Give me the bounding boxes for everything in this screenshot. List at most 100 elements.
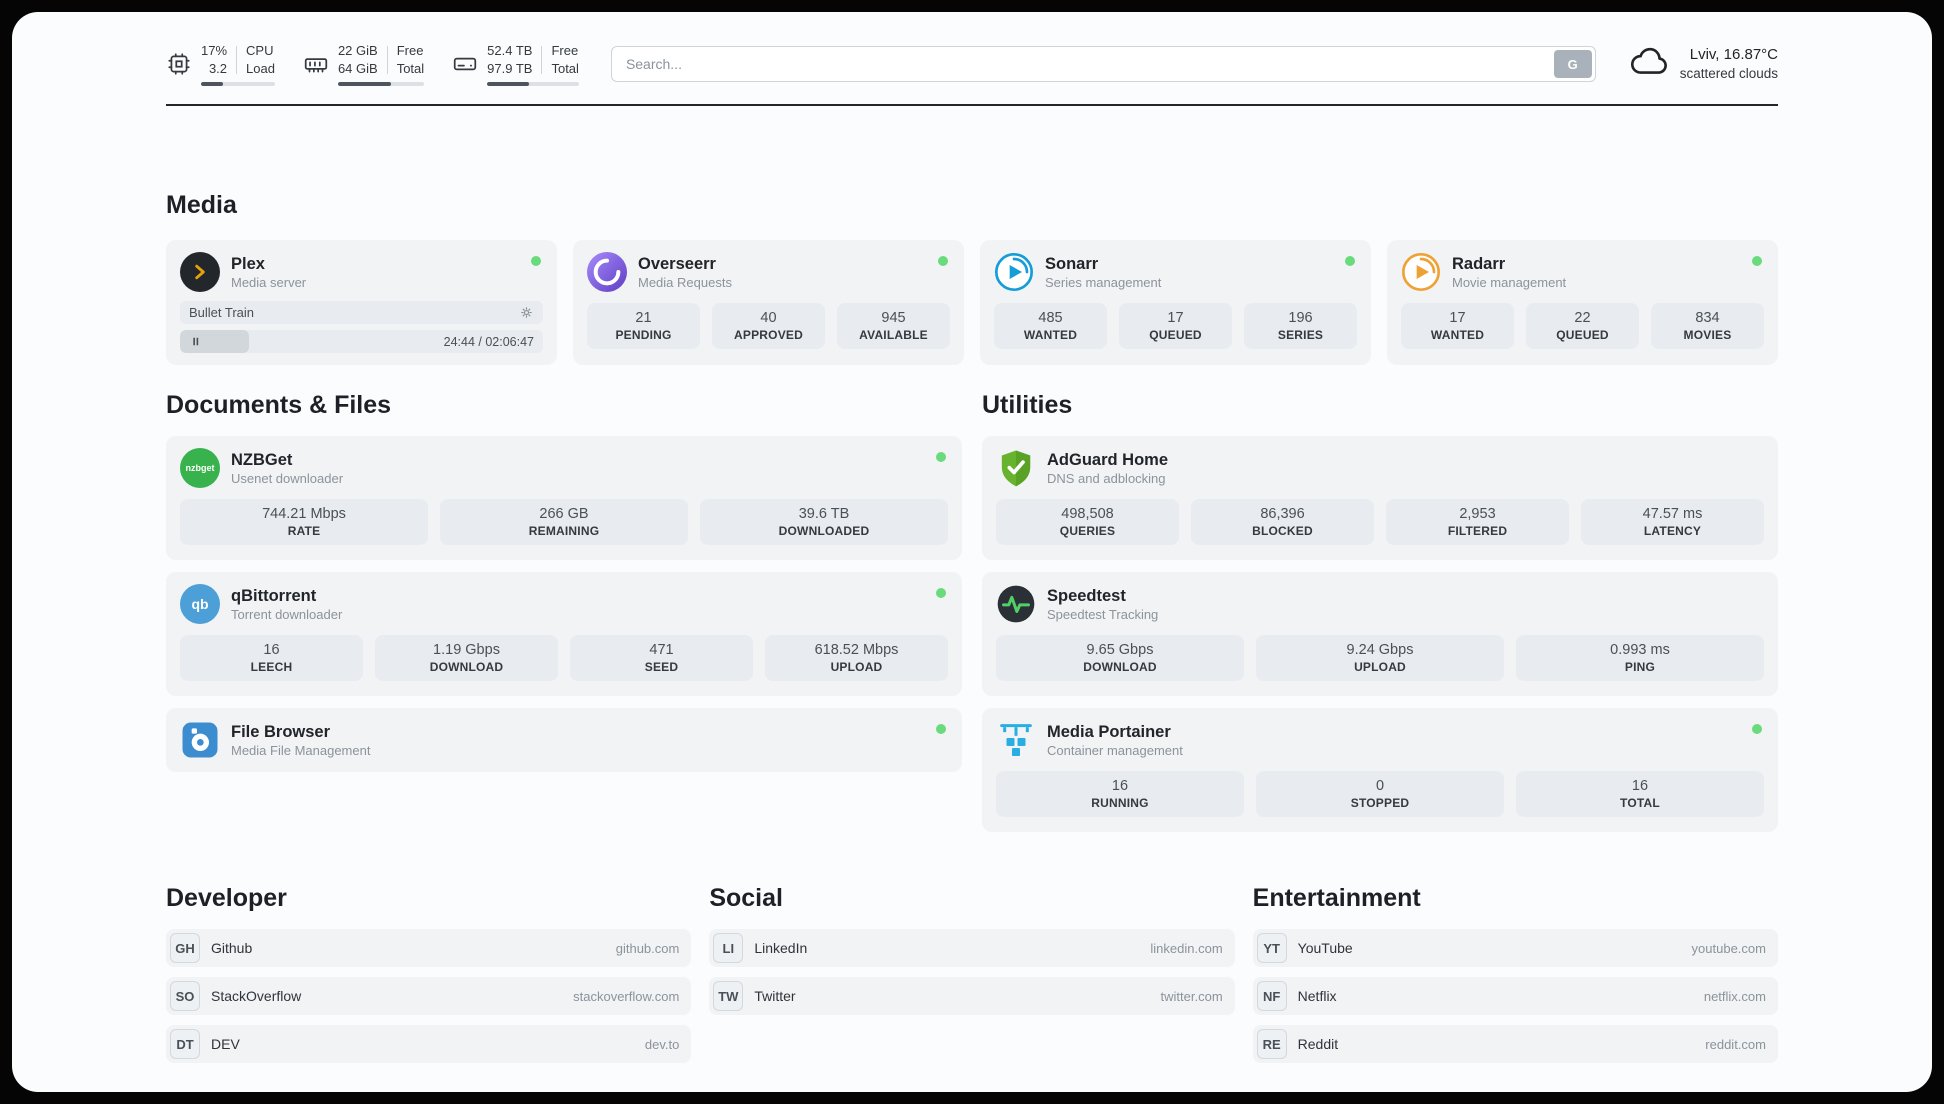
- app-subtitle: Container management: [1047, 743, 1183, 759]
- stat-queries: 498,508 QUERIES: [996, 499, 1179, 545]
- status-online-dot: [936, 452, 946, 462]
- app-card-plex[interactable]: Plex Media server Bullet Train 24:44 / 0…: [166, 240, 557, 365]
- disk-free-label: Free: [551, 43, 579, 59]
- stat-filtered: 2,953 FILTERED: [1386, 499, 1569, 545]
- app-name: qBittorrent: [231, 586, 317, 605]
- cpu-stats: 17% 3.2 CPU Load: [201, 42, 275, 86]
- now-playing-title: Bullet Train: [189, 305, 255, 320]
- bookmark-name: YouTube: [1297, 940, 1353, 956]
- cpu-progress-bar: [201, 81, 275, 86]
- bookmarks-entertainment: Entertainment YT YouTube youtube.com NF …: [1252, 884, 1778, 1063]
- stat-pending: 21 PENDING: [587, 303, 700, 349]
- app-card-filebrowser[interactable]: File Browser Media File Management: [166, 708, 962, 772]
- settings-gear-icon[interactable]: [519, 305, 534, 320]
- section-title-social: Social: [709, 884, 783, 912]
- search-engine-button[interactable]: G: [1553, 50, 1592, 78]
- app-header: Radarr Movie management: [1401, 252, 1764, 292]
- app-card-portainer[interactable]: Media Portainer Container management 16 …: [982, 708, 1778, 832]
- bookmark-linkedin[interactable]: LI LinkedIn linkedin.com: [709, 929, 1235, 967]
- stats-row: 9.65 Gbps DOWNLOAD 9.24 Gbps UPLOAD 0.99…: [996, 635, 1764, 681]
- stat-latency: 47.57 ms LATENCY: [1581, 499, 1764, 545]
- stat-downloaded: 39.6 TB DOWNLOADED: [700, 499, 948, 545]
- stat-available: 945 AVAILABLE: [837, 303, 950, 349]
- app-header: Media Portainer Container management: [996, 720, 1764, 760]
- search-input[interactable]: [610, 46, 1596, 82]
- plex-icon: [180, 252, 220, 292]
- playback-progress-bar[interactable]: 24:44 / 02:06:47: [180, 330, 543, 353]
- app-name: Media Portainer: [1047, 722, 1171, 741]
- app-header: qb qBittorrent Torrent downloader: [180, 584, 948, 624]
- app-card-overseerr[interactable]: Overseerr Media Requests 21 PENDING 40 A…: [573, 240, 964, 365]
- linkedin-icon: LI: [713, 933, 744, 963]
- now-playing-bar: Bullet Train: [180, 301, 543, 324]
- bookmark-github[interactable]: GH Github github.com: [166, 929, 692, 967]
- app-subtitle: Usenet downloader: [231, 471, 344, 487]
- bookmarks-social: Social LI LinkedIn linkedin.com TW Twitt…: [709, 884, 1235, 1015]
- stat-download: 1.19 Gbps DOWNLOAD: [375, 635, 558, 681]
- app-name: File Browser: [231, 722, 331, 741]
- dashboard: 17% 3.2 CPU Load: [12, 12, 1932, 1092]
- bookmark-twitter[interactable]: TW Twitter twitter.com: [709, 977, 1235, 1015]
- adguard-shield-icon: [996, 448, 1036, 488]
- app-card-nzbget[interactable]: nzbget NZBGet Usenet downloader 744.21 M…: [166, 436, 962, 560]
- middle-columns: Documents & Files nzbget NZBGet Usenet d…: [166, 391, 1778, 832]
- bookmark-dev[interactable]: DT DEV dev.to: [166, 1025, 692, 1063]
- status-online-dot: [936, 724, 946, 734]
- bookmark-netflix[interactable]: NF Netflix netflix.com: [1252, 977, 1778, 1015]
- ram-total-label: Total: [396, 61, 425, 76]
- app-header: Plex Media server: [180, 252, 543, 292]
- bookmark-youtube[interactable]: YT YouTube youtube.com: [1252, 929, 1778, 967]
- bookmark-reddit[interactable]: RE Reddit reddit.com: [1252, 1025, 1778, 1063]
- media-section: Plex Media server Bullet Train 24:44 / 0…: [166, 240, 1778, 365]
- app-name: Plex: [231, 254, 265, 273]
- speedtest-icon: [996, 584, 1036, 624]
- stat-remaining: 266 GB REMAINING: [440, 499, 688, 545]
- playback-time: 24:44 / 02:06:47: [443, 334, 534, 349]
- hard-drive-icon: [452, 51, 478, 77]
- cpu-progress-fill: [201, 81, 224, 86]
- app-name: NZBGet: [231, 450, 293, 469]
- bookmark-name: Twitter: [754, 988, 796, 1004]
- pause-icon[interactable]: [189, 335, 202, 348]
- app-card-speedtest[interactable]: Speedtest Speedtest Tracking 9.65 Gbps D…: [982, 572, 1778, 696]
- bookmarks-developer: Developer GH Github github.com SO StackO…: [166, 884, 692, 1063]
- playback-progress-fill: [180, 330, 249, 353]
- weather-widget[interactable]: Lviv, 16.87°C scattered clouds: [1628, 41, 1778, 88]
- stats-row: 485 WANTED 17 QUEUED 196 SERIES: [994, 303, 1357, 349]
- cpu-widget: 17% 3.2 CPU Load: [166, 42, 275, 86]
- stat-series: 196 SERIES: [1244, 303, 1357, 349]
- ram-free-value: 22 GiB: [337, 43, 378, 59]
- disk-progress-bar: [487, 81, 579, 86]
- portainer-crane-icon: [996, 720, 1036, 760]
- app-header: Overseerr Media Requests: [587, 252, 950, 292]
- bookmark-name: Netflix: [1297, 988, 1337, 1004]
- cpu-percent-value: 17%: [201, 43, 228, 59]
- bookmark-name: StackOverflow: [211, 988, 302, 1004]
- app-card-adguard[interactable]: AdGuard Home DNS and adblocking 498,508 …: [982, 436, 1778, 560]
- stat-queued: 17 QUEUED: [1119, 303, 1232, 349]
- disk-widget: 52.4 TB 97.9 TB Free Total: [452, 42, 579, 86]
- github-icon: GH: [170, 933, 200, 963]
- app-card-qbittorrent[interactable]: qb qBittorrent Torrent downloader 16 LEE…: [166, 572, 962, 696]
- stat-upload: 618.52 Mbps UPLOAD: [765, 635, 948, 681]
- bookmark-stackoverflow[interactable]: SO StackOverflow stackoverflow.com: [166, 977, 692, 1015]
- status-online-dot: [936, 588, 946, 598]
- status-online-dot: [531, 256, 541, 266]
- bookmark-name: Github: [211, 940, 253, 956]
- app-subtitle: Speedtest Tracking: [1047, 607, 1159, 623]
- search-box: G: [610, 46, 1596, 82]
- stat-running: 16 RUNNING: [996, 771, 1244, 817]
- cloud-icon: [1628, 41, 1670, 88]
- top-bar: 17% 3.2 CPU Load: [166, 38, 1778, 90]
- stat-wanted: 485 WANTED: [994, 303, 1107, 349]
- nzbget-icon: nzbget: [180, 448, 220, 488]
- stats-row: 498,508 QUERIES 86,396 BLOCKED 2,953 FIL…: [996, 499, 1764, 545]
- app-card-radarr[interactable]: Radarr Movie management 17 WANTED 22 QUE…: [1387, 240, 1778, 365]
- stat-movies: 834 MOVIES: [1651, 303, 1764, 349]
- documents-column: Documents & Files nzbget NZBGet Usenet d…: [166, 391, 962, 772]
- app-card-sonarr[interactable]: Sonarr Series management 485 WANTED 17 Q…: [980, 240, 1371, 365]
- app-subtitle: Media Requests: [638, 275, 732, 291]
- app-subtitle: Movie management: [1452, 275, 1567, 291]
- stat-download: 9.65 Gbps DOWNLOAD: [996, 635, 1244, 681]
- app-header: nzbget NZBGet Usenet downloader: [180, 448, 948, 488]
